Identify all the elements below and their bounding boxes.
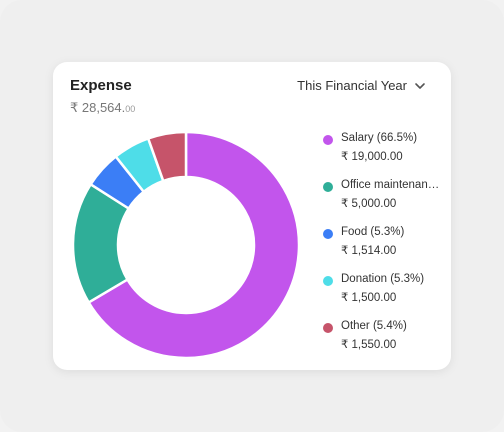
legend-color-dot <box>323 229 333 239</box>
period-label: This Financial Year <box>297 78 407 93</box>
legend-label: Donation (5.3%) <box>341 273 425 285</box>
expense-total-decimal: 00 <box>125 104 136 114</box>
legend-item[interactable]: Donation (5.3%) ₹ 1,500.00 <box>323 273 443 320</box>
expense-donut-chart <box>71 130 301 360</box>
legend-item[interactable]: Other (5.4%) ₹ 1,550.00 <box>323 320 443 367</box>
donut-slice-salary[interactable] <box>87 130 301 360</box>
legend-label: Food (5.3%) <box>341 226 405 238</box>
legend-color-dot <box>323 135 333 145</box>
legend-label: Salary (66.5%) <box>341 132 418 144</box>
legend-item[interactable]: Food (5.3%) ₹ 1,514.00 <box>323 226 443 273</box>
legend-item[interactable]: Salary (66.5%) ₹ 19,000.00 <box>323 132 443 179</box>
expense-total-main: ₹ 28,564. <box>70 100 126 115</box>
legend-value: ₹ 1,514.00 <box>341 245 397 257</box>
expense-total: ₹ 28,564.00 <box>70 100 135 116</box>
chevron-down-icon <box>415 82 425 89</box>
card-title: Expense <box>70 77 132 94</box>
chart-legend: Salary (66.5%) ₹ 19,000.00 Office maintena… <box>323 132 443 367</box>
legend-label: Office maintenance (17.5%) <box>341 179 441 191</box>
legend-color-dot <box>323 323 333 333</box>
legend-label: Other (5.4%) <box>341 320 407 332</box>
legend-value: ₹ 1,550.00 <box>341 339 397 351</box>
donut-slice-other[interactable] <box>146 130 188 183</box>
legend-item[interactable]: Office maintenance (17.5%) ₹ 5,000.00 <box>323 179 443 226</box>
expense-card: Expense ₹ 28,564.00 This Financial Year … <box>53 62 451 370</box>
period-dropdown[interactable]: This Financial Year <box>297 78 427 93</box>
legend-value: ₹ 5,000.00 <box>341 198 397 210</box>
legend-value: ₹ 19,000.00 <box>341 151 403 163</box>
legend-color-dot <box>323 276 333 286</box>
legend-color-dot <box>323 182 333 192</box>
legend-value: ₹ 1,500.00 <box>341 292 397 304</box>
